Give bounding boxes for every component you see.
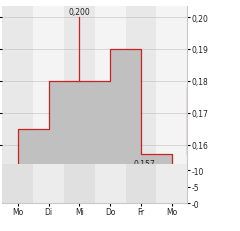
Text: 0,157: 0,157 [133, 159, 155, 168]
Bar [95, 7, 126, 164]
Bar [156, 7, 187, 164]
Bar [64, 164, 95, 203]
Polygon shape [18, 50, 172, 164]
Bar [33, 7, 64, 164]
Bar [126, 7, 156, 164]
Bar [156, 164, 187, 203]
Bar [95, 164, 126, 203]
Bar [126, 164, 156, 203]
Bar [2, 164, 33, 203]
Text: 0,200: 0,200 [69, 7, 90, 16]
Bar [64, 7, 95, 164]
Bar [2, 7, 33, 164]
Bar [33, 164, 64, 203]
